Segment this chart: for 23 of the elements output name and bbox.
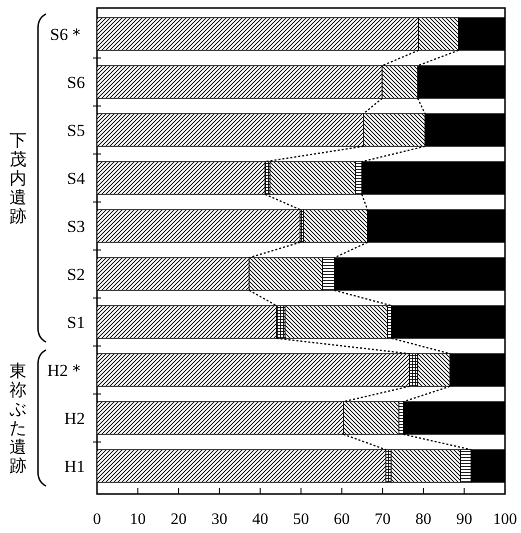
x-tick-label: 90 [456,511,472,528]
x-tick-label: 60 [334,511,350,528]
y-tick-label: H2 [64,409,85,428]
x-tick-label: 100 [493,511,517,528]
text: 下茂内遺跡 [10,131,26,227]
x-tick-label: 40 [252,511,268,528]
y-tick-label: H1 [64,457,85,476]
x-tick-label: 0 [93,511,101,528]
y-tick-label: S4 [67,169,86,188]
y-tick-label: S3 [67,217,85,236]
x-tick-label: 30 [211,511,228,528]
x-tick-label: 20 [170,511,187,528]
text: 東祢ぶた遺跡 [10,362,26,476]
x-tick-label: 70 [374,511,391,528]
y-tick-label: S6＊ [50,25,85,44]
y-tick-label: S6 [67,73,85,92]
x-tick-label: 10 [130,511,146,528]
y-tick-label: S2 [67,265,85,284]
y-tick-label: H2＊ [47,361,85,380]
x-tick-label: 80 [415,511,432,528]
y-tick-label: S5 [67,121,85,140]
x-tick-label: 50 [293,511,309,528]
y-tick-label: S1 [67,313,85,332]
